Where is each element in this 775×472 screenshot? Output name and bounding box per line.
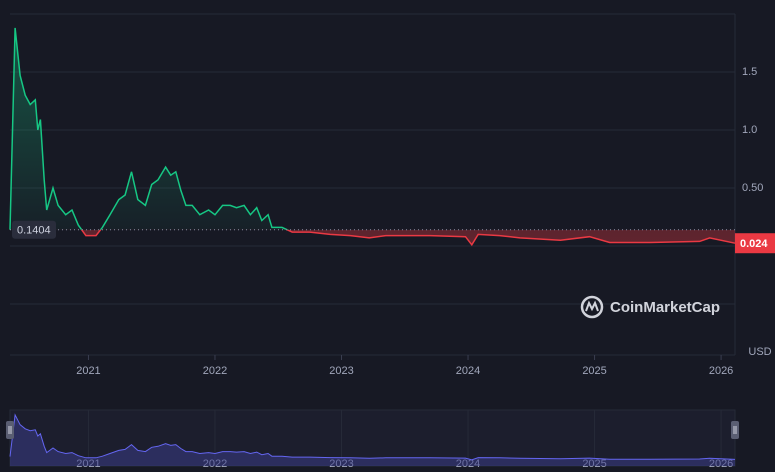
- watermark-text: CoinMarketCap: [610, 299, 720, 316]
- navigator-area: [10, 414, 735, 466]
- price-line-down: [9, 229, 736, 247]
- area-up: [10, 27, 288, 230]
- navigator-handle[interactable]: [6, 421, 14, 439]
- watermark-logo: [580, 295, 604, 319]
- price-line-up: [9, 27, 289, 230]
- x-tick-label: 2025: [582, 365, 606, 377]
- x-tick-label: 2021: [76, 365, 100, 377]
- watermark-logo: [585, 300, 599, 312]
- x-tick-label: 2023: [329, 365, 353, 377]
- current-price-label: 0.024: [740, 238, 768, 250]
- navigator-line: [9, 413, 736, 461]
- x-tick-label: 2026: [709, 365, 733, 377]
- navigator-handle[interactable]: [731, 421, 739, 439]
- currency-label: USD: [748, 346, 771, 358]
- current-price-bg: [735, 233, 775, 254]
- watermark: CoinMarketCap: [580, 295, 720, 319]
- baseline-label-bg: [12, 220, 56, 239]
- baseline-label: 0.1404: [17, 225, 51, 237]
- x-tick-label: 2022: [203, 365, 227, 377]
- y-tick-label: 0.50: [742, 182, 763, 194]
- y-tick-label: 1.0: [742, 124, 757, 136]
- x-tick-label: 2024: [456, 365, 480, 377]
- y-tick-label: 1.5: [742, 66, 757, 78]
